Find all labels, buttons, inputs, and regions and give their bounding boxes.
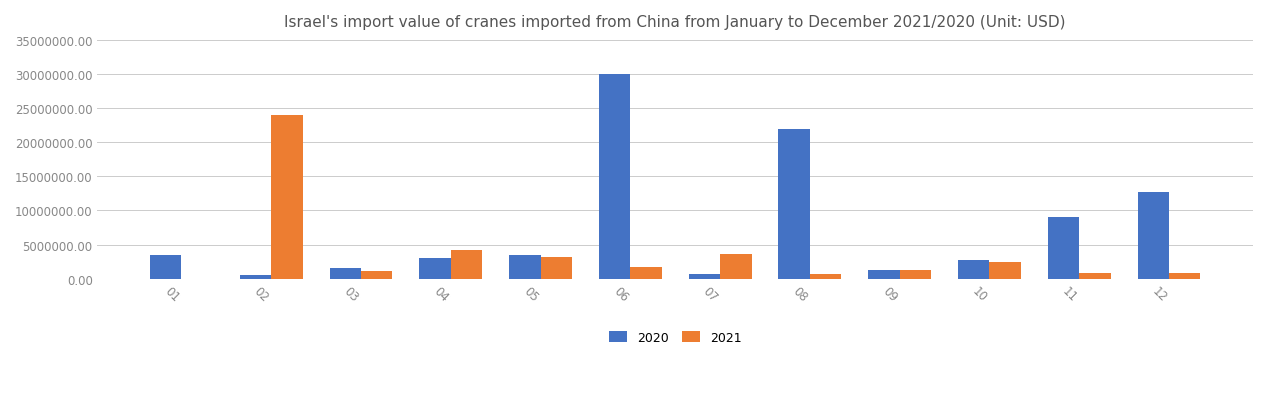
Bar bbox=[810, 274, 842, 279]
Bar bbox=[240, 276, 271, 279]
Bar bbox=[720, 254, 752, 279]
Bar bbox=[1047, 218, 1079, 279]
Bar bbox=[598, 75, 630, 279]
Bar bbox=[869, 270, 900, 279]
Legend: 2020, 2021: 2020, 2021 bbox=[604, 326, 747, 349]
Bar bbox=[1137, 193, 1169, 279]
Bar bbox=[330, 269, 361, 279]
Bar bbox=[420, 258, 451, 279]
Bar bbox=[689, 274, 720, 279]
Bar bbox=[150, 255, 181, 279]
Title: Israel's import value of cranes imported from China from January to December 202: Israel's import value of cranes imported… bbox=[284, 15, 1066, 30]
Bar bbox=[510, 255, 540, 279]
Bar bbox=[361, 272, 392, 279]
Bar bbox=[540, 257, 572, 279]
Bar bbox=[630, 267, 662, 279]
Bar bbox=[959, 260, 989, 279]
Bar bbox=[900, 270, 931, 279]
Bar bbox=[989, 262, 1021, 279]
Bar bbox=[271, 116, 303, 279]
Bar bbox=[451, 250, 482, 279]
Bar bbox=[1169, 273, 1201, 279]
Bar bbox=[1079, 273, 1111, 279]
Bar bbox=[779, 129, 810, 279]
